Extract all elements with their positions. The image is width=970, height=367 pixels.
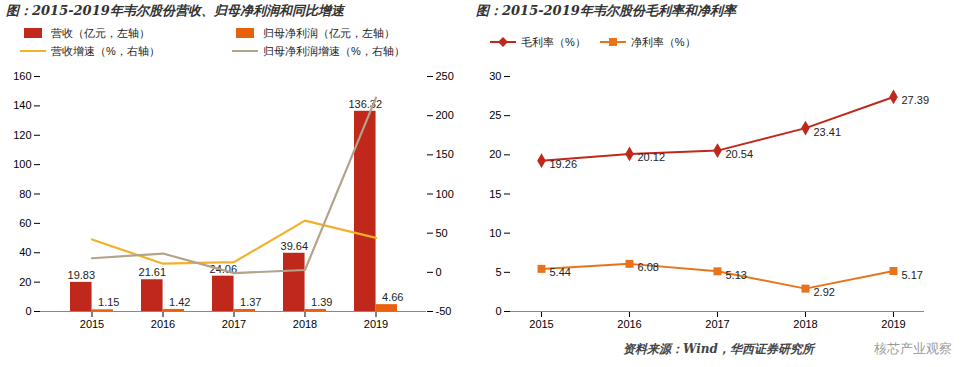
svg-text:2019: 2019: [881, 318, 905, 330]
html-text:归母净利润增速（%，右轴）: 归母净利润增速（%，右轴）: [263, 44, 405, 57]
html-text:资料来源：Wind，华西证券研究所: 资料来源：Wind，华西证券研究所: [623, 341, 814, 356]
svg-text:2018: 2018: [293, 318, 317, 330]
html-text:图：2015-2019年韦尔股份毛利率和净利率: 图：2015-2019年韦尔股份毛利率和净利率: [476, 3, 736, 18]
svg-text:25: 25: [489, 109, 501, 121]
svg-text:2016: 2016: [151, 318, 175, 330]
svg-text:20: 20: [489, 148, 501, 160]
svg-text:1.37: 1.37: [240, 296, 261, 308]
svg-text:250: 250: [436, 70, 454, 82]
svg-text:2015: 2015: [80, 318, 104, 330]
svg-text:100: 100: [436, 188, 454, 200]
svg-text:136.32: 136.32: [348, 98, 382, 110]
svg-text:5: 5: [495, 266, 501, 278]
svg-text:5.13: 5.13: [726, 269, 747, 281]
svg-text:30: 30: [489, 70, 501, 82]
svg-text:200: 200: [436, 109, 454, 121]
svg-text:1.39: 1.39: [311, 296, 332, 308]
svg-text:0: 0: [25, 305, 31, 317]
svg-text:10: 10: [489, 227, 501, 239]
svg-text:2016: 2016: [617, 318, 641, 330]
svg-text:4.66: 4.66: [382, 291, 403, 303]
svg-text:20.54: 20.54: [726, 148, 754, 160]
svg-text:19.26: 19.26: [550, 158, 578, 170]
html-text:净利率（%）: 净利率（%）: [630, 35, 696, 48]
svg-text:39.64: 39.64: [281, 240, 309, 252]
svg-text:140: 140: [13, 99, 31, 111]
svg-text:60: 60: [19, 217, 31, 229]
svg-text:20: 20: [19, 276, 31, 288]
svg-text:0: 0: [436, 266, 442, 278]
svg-text:-50: -50: [436, 305, 452, 317]
svg-text:27.39: 27.39: [902, 94, 930, 106]
html-text:营收增速（%，右轴）: 营收增速（%，右轴）: [51, 44, 160, 57]
html-text:营收（亿元，左轴）: 营收（亿元，左轴）: [51, 26, 150, 39]
svg-text:50: 50: [436, 227, 448, 239]
svg-text:5.44: 5.44: [550, 266, 571, 278]
svg-text:1.42: 1.42: [169, 296, 190, 308]
svg-text:120: 120: [13, 129, 31, 141]
svg-text:2019: 2019: [364, 318, 388, 330]
svg-text:160: 160: [13, 70, 31, 82]
svg-text:80: 80: [19, 188, 31, 200]
html-text:归母净利润（亿元，左轴）: 归母净利润（亿元，左轴）: [263, 26, 395, 39]
svg-text:5.17: 5.17: [902, 269, 923, 281]
svg-text:6.08: 6.08: [638, 261, 659, 273]
svg-text:15: 15: [489, 188, 501, 200]
html-text:核芯产业观察: 核芯产业观察: [874, 341, 952, 356]
html-text:图：2015-2019年韦尔股份营收、归母净利润和同比增速: 图：2015-2019年韦尔股份营收、归母净利润和同比增速: [6, 3, 344, 18]
svg-text:1.15: 1.15: [98, 296, 119, 308]
svg-text:21.61: 21.61: [139, 266, 167, 278]
svg-text:150: 150: [436, 148, 454, 160]
svg-text:24.06: 24.06: [209, 262, 237, 275]
svg-text:40: 40: [19, 246, 31, 258]
svg-text:0: 0: [495, 305, 501, 317]
svg-text:2017: 2017: [705, 318, 729, 330]
svg-text:20.12: 20.12: [638, 151, 666, 163]
svg-text:19.83: 19.83: [68, 269, 96, 281]
html-text:毛利率（%）: 毛利率（%）: [521, 35, 586, 48]
svg-text:23.41: 23.41: [814, 126, 842, 138]
svg-text:2017: 2017: [222, 318, 246, 330]
svg-text:2.92: 2.92: [814, 286, 835, 298]
svg-text:2018: 2018: [793, 318, 817, 330]
svg-text:100: 100: [13, 158, 31, 170]
svg-text:2015: 2015: [529, 318, 553, 330]
